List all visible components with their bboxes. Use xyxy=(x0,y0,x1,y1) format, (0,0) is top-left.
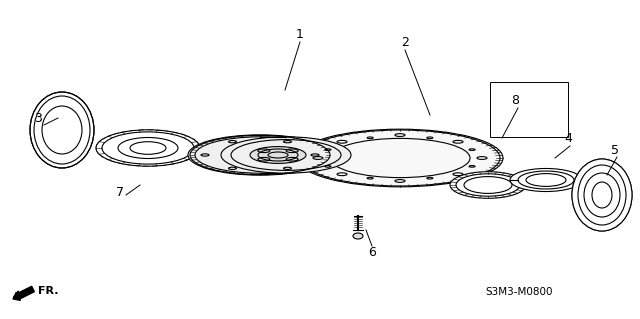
Ellipse shape xyxy=(30,92,94,168)
Ellipse shape xyxy=(510,168,582,191)
Text: FR.: FR. xyxy=(38,286,58,296)
Text: S3M3-M0800: S3M3-M0800 xyxy=(485,287,552,297)
Ellipse shape xyxy=(300,130,500,186)
Text: 6: 6 xyxy=(368,246,376,258)
FancyArrow shape xyxy=(13,286,35,300)
Ellipse shape xyxy=(353,233,363,239)
Ellipse shape xyxy=(42,106,82,154)
Ellipse shape xyxy=(250,147,306,163)
Text: 2: 2 xyxy=(401,35,409,48)
Text: 5: 5 xyxy=(611,144,619,157)
Ellipse shape xyxy=(572,159,632,231)
Ellipse shape xyxy=(450,172,526,198)
Ellipse shape xyxy=(572,159,632,231)
Text: 8: 8 xyxy=(511,93,519,107)
Text: 1: 1 xyxy=(296,28,304,41)
Ellipse shape xyxy=(188,135,332,175)
Text: 3: 3 xyxy=(34,112,42,124)
Text: 4: 4 xyxy=(564,131,572,145)
Ellipse shape xyxy=(221,137,351,173)
Text: 7: 7 xyxy=(116,186,124,198)
